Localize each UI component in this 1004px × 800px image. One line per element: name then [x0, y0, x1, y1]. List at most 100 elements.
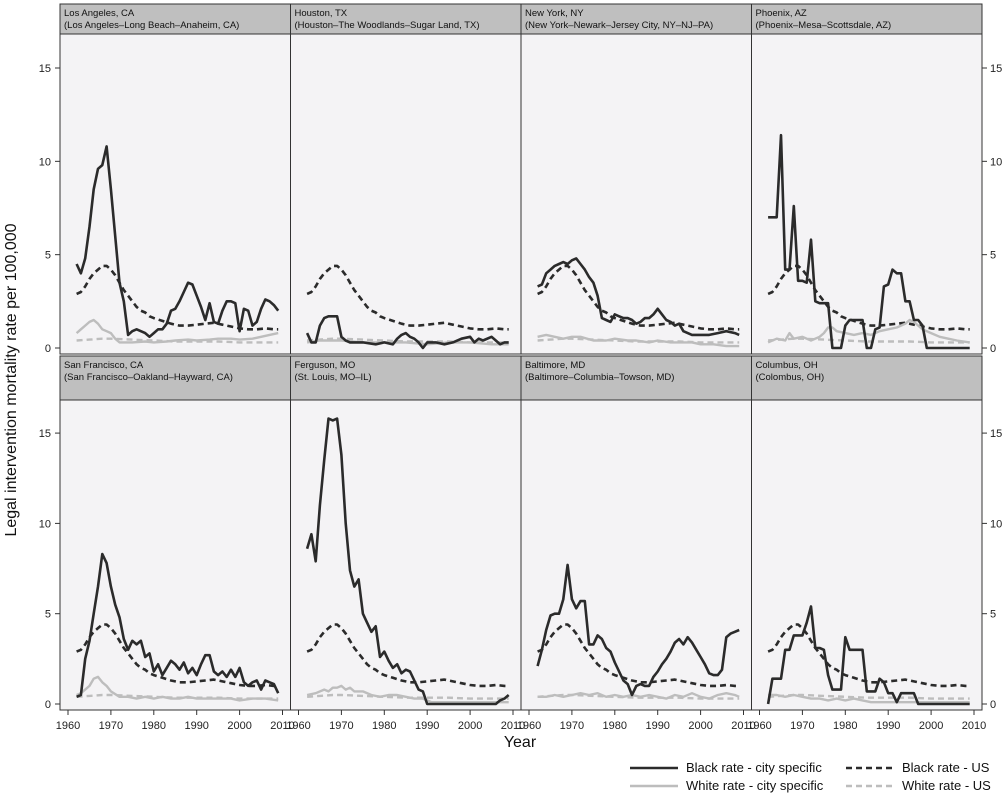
x-tick-label: 1990	[876, 720, 900, 732]
series-black-us	[76, 264, 279, 331]
series-black-city	[768, 133, 970, 350]
panel-background	[751, 34, 982, 354]
panel-background	[290, 34, 521, 354]
series-white-city	[76, 675, 279, 702]
y-tick-label: 15	[990, 63, 1002, 75]
panel-4: Phoenix, AZ(Phoenix–Mesa–Scottsdale, AZ)…	[751, 3, 1002, 355]
legend-item: White rate - city specific	[630, 778, 824, 793]
series-black-city	[76, 552, 280, 698]
legend-item: Black rate - US	[846, 760, 990, 775]
y-tick-label: 5	[990, 250, 996, 262]
panel-subtitle: (Colombus, OH)	[756, 372, 825, 383]
series-white-us	[76, 337, 279, 344]
panel-subtitle: (Houston–The Woodlands–Sugar Land, TX)	[295, 20, 480, 31]
y-tick-label: 15	[990, 428, 1002, 440]
y-tick-label: 15	[39, 63, 51, 75]
x-tick-label: 1960	[747, 720, 771, 732]
series-black-us	[537, 623, 740, 688]
x-tick-label: 2010	[270, 720, 294, 732]
panel-subtitle: (New York–Newark–Jersey City, NY–NJ–PA)	[525, 20, 713, 31]
y-axis-title: Legal intervention mortality rate per 10…	[3, 223, 20, 536]
panel-subtitle: (Baltimore–Columbia–Towson, MD)	[525, 372, 674, 383]
x-tick-label: 1980	[833, 720, 857, 732]
y-tick-label: 0	[45, 343, 51, 355]
panel-border	[751, 399, 983, 711]
panel-subtitle: (St. Louis, MO–IL)	[295, 372, 372, 383]
y-tick-label: 0	[990, 699, 996, 711]
panel-strip	[59, 355, 291, 401]
series-white-city	[767, 318, 970, 344]
series-black-us	[306, 264, 509, 331]
series-black-city	[537, 257, 740, 337]
series-black-us	[767, 264, 970, 331]
panel-title: Ferguson, MO	[295, 360, 356, 371]
panel-title: Los Angeles, CA	[64, 8, 135, 19]
y-tick-label: 10	[990, 156, 1002, 168]
y-tick-label: 5	[45, 609, 51, 621]
x-tick-label: 1960	[56, 720, 80, 732]
series-white-city	[537, 333, 740, 348]
legend-item: White rate - US	[846, 778, 991, 793]
panel-background	[521, 400, 752, 710]
y-tick-label: 0	[45, 699, 51, 711]
series-black-city	[305, 417, 510, 706]
series-black-us	[76, 623, 279, 688]
panel-title: Phoenix, AZ	[756, 8, 807, 19]
panel-3: New York, NY(New York–Newark–Jersey City…	[520, 3, 752, 355]
y-tick-label: 0	[990, 343, 996, 355]
x-tick-label: 2010	[962, 720, 986, 732]
series-black-city	[75, 145, 280, 339]
x-tick-label: 2000	[227, 720, 251, 732]
series-black-us	[306, 623, 509, 688]
series-black-us	[537, 264, 740, 331]
panel-strip	[751, 3, 983, 35]
x-tick-label: 2010	[731, 720, 755, 732]
panel-1: Los Angeles, CA(Los Angeles–Long Beach–A…	[39, 3, 291, 355]
x-tick-label: 1960	[286, 720, 310, 732]
legend-item: Black rate - city specific	[630, 760, 822, 775]
x-axis-title: Year	[504, 734, 537, 751]
y-tick-label: 5	[990, 609, 996, 621]
y-tick-label: 10	[990, 518, 1002, 530]
series-white-us	[768, 337, 970, 344]
x-tick-label: 1980	[142, 720, 166, 732]
x-tick-label: 1990	[645, 720, 669, 732]
x-tick-label: 1970	[790, 720, 814, 732]
series-black-city	[766, 605, 970, 706]
y-tick-label: 15	[39, 428, 51, 440]
panel-background	[60, 34, 291, 354]
panel-title: Columbus, OH	[756, 360, 818, 371]
panel-background	[751, 400, 982, 710]
panel-background	[290, 400, 521, 710]
panel-title: Baltimore, MD	[525, 360, 585, 371]
panel-background	[60, 400, 291, 710]
panel-title: Houston, TX	[295, 8, 348, 19]
panel-title: San Francisco, CA	[64, 360, 144, 371]
panel-subtitle: (Phoenix–Mesa–Scottsdale, AZ)	[756, 20, 892, 31]
panel-strip	[290, 355, 522, 401]
series-white-us	[307, 693, 509, 700]
series-black-us	[767, 623, 970, 688]
x-tick-label: 1970	[329, 720, 353, 732]
panel-border	[751, 33, 983, 355]
panel-7: Baltimore, MD(Baltimore–Columbia–Towson,…	[517, 355, 756, 732]
panel-strip	[59, 3, 291, 35]
x-tick-label: 1970	[560, 720, 584, 732]
x-tick-label: 1960	[517, 720, 541, 732]
series-white-city	[768, 693, 970, 704]
series-black-city	[305, 315, 509, 350]
x-tick-label: 1980	[603, 720, 627, 732]
x-tick-label: 1970	[99, 720, 123, 732]
panel-strip	[520, 3, 752, 35]
series-white-us	[307, 337, 509, 344]
legend-label: Black rate - US	[902, 760, 990, 775]
panel-subtitle: (San Francisco–Oakland–Hayward, CA)	[64, 372, 233, 383]
x-tick-label: 1980	[372, 720, 396, 732]
panel-8: Columbus, OH(Colombus, OH) 0 5 10 15 1960 1970…	[747, 355, 1002, 732]
legend-label: White rate - US	[902, 778, 991, 793]
series-white-city	[306, 684, 509, 704]
panel-6: Ferguson, MO(St. Louis, MO–IL) 1960 1970 19…	[286, 355, 525, 732]
panel-5: San Francisco, CA(San Francisco–Oakland–…	[39, 355, 295, 732]
